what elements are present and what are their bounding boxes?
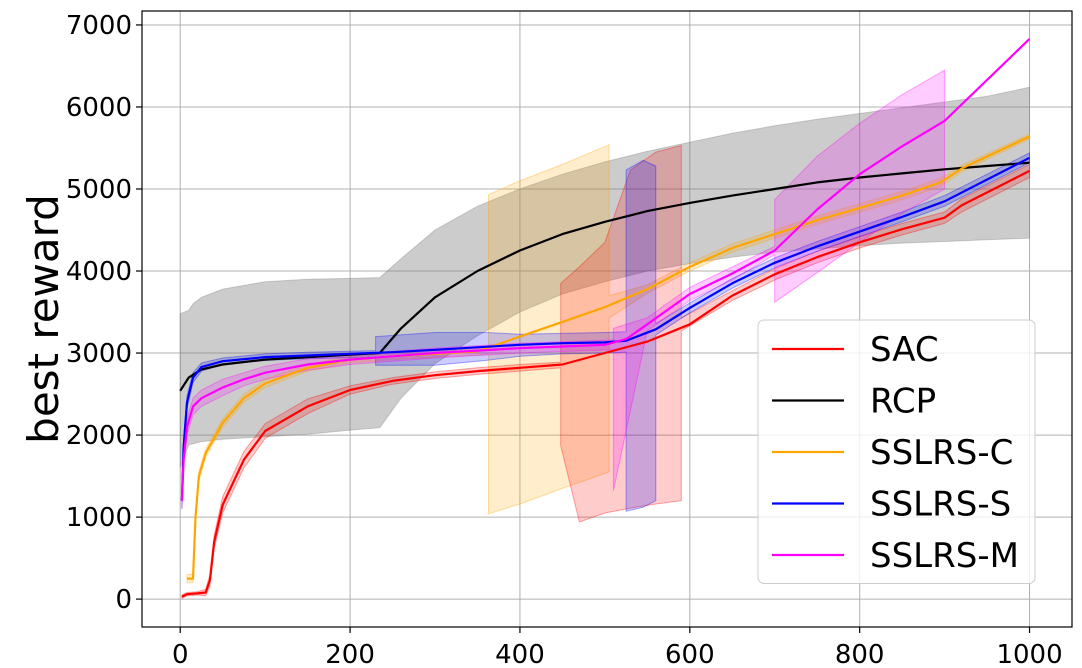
x-tick-label: 1000: [996, 640, 1062, 668]
sac-band: [181, 144, 1030, 600]
x-tick-label: 400: [495, 640, 545, 668]
legend: SAC RCP SSLRS-C SSLRS-S SSLRS-M: [757, 319, 1036, 584]
y-axis: 0 1000 2000 3000 4000 5000 6000 7000: [66, 11, 142, 615]
legend-entries: SAC RCP SSLRS-C SSLRS-S SSLRS-M: [772, 330, 1019, 576]
legend-label-rcp: RCP: [870, 382, 936, 422]
y-tick-label: 1000: [66, 503, 132, 533]
grid-lines: [142, 11, 1072, 627]
legend-box: [757, 319, 1036, 584]
x-tick-label: 200: [325, 640, 375, 668]
x-tick-label: 600: [665, 640, 715, 668]
legend-label-sslrs-c: SSLRS-C: [870, 433, 1013, 473]
y-tick-label: 6000: [66, 93, 132, 123]
y-tick-label: 4000: [66, 257, 132, 287]
sslrs-m-line: [180, 38, 1031, 501]
y-tick-label: 7000: [66, 11, 132, 41]
sslrs-c-line: [187, 135, 1030, 580]
plot-frame: [141, 10, 1073, 628]
y-tick-label: 3000: [66, 339, 132, 369]
series-lines: [179, 38, 1031, 598]
sslrs-c-band: [186, 133, 1030, 584]
x-axis: 0 200 400 600 800 1000: [172, 627, 1063, 668]
sac-line: [181, 169, 1030, 598]
legend-label-sslrs-m: SSLRS-M: [870, 536, 1019, 576]
rcp-line: [179, 161, 1030, 392]
y-tick-label: 0: [115, 585, 132, 615]
sslrs-s-line: [180, 156, 1031, 501]
x-tick-label: 0: [172, 640, 189, 668]
legend-label-sslrs-s: SSLRS-S: [870, 485, 1011, 525]
legend-label-sac: SAC: [870, 330, 939, 370]
y-axis-title: best reward: [19, 194, 68, 444]
y-tick-label: 5000: [66, 175, 132, 205]
x-tick-label: 800: [835, 640, 885, 668]
y-tick-label: 2000: [66, 421, 132, 451]
